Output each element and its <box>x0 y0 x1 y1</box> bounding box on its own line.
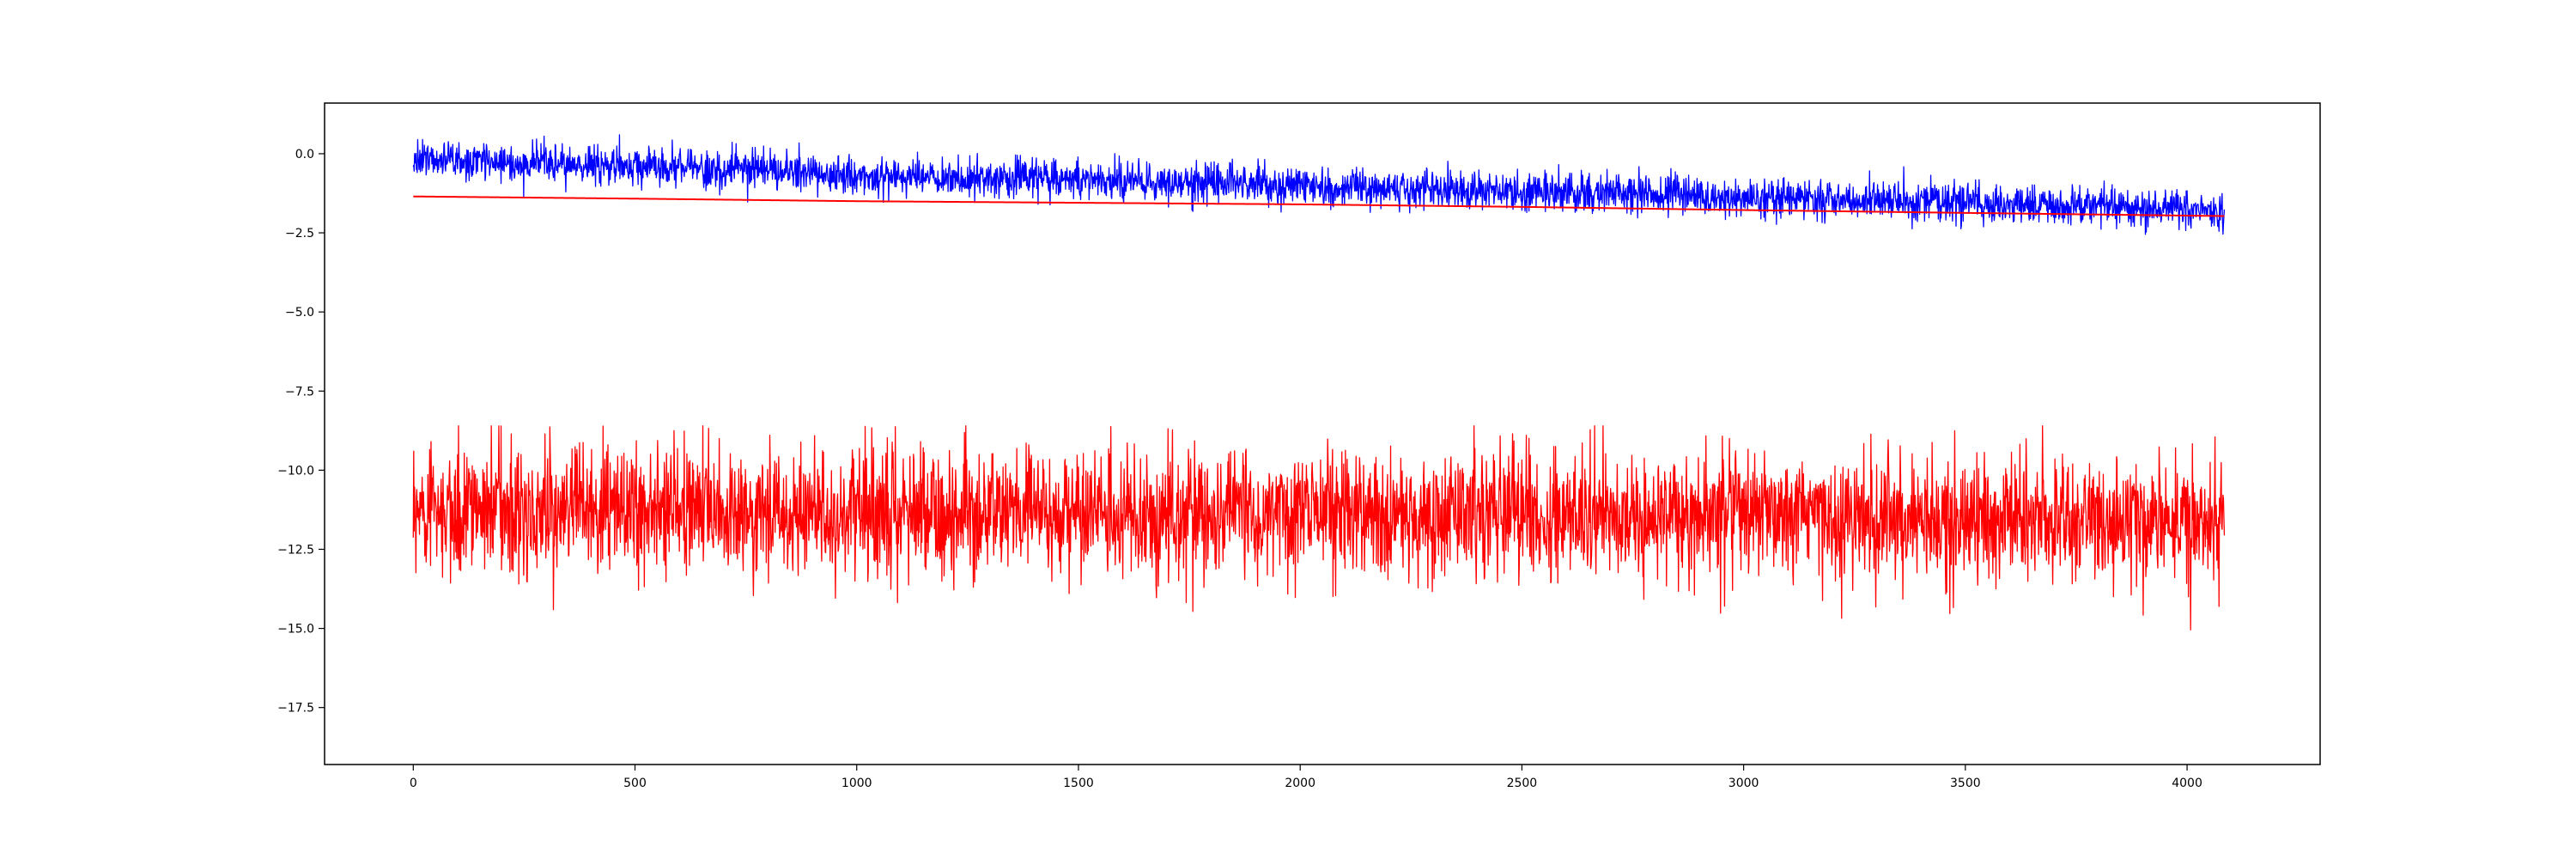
y-tick-label: −7.5 <box>285 385 314 399</box>
series-line-2 <box>412 195 2225 217</box>
y-tick-label: −2.5 <box>285 227 314 241</box>
x-axis: 0 500 1000 1500 2000 2500 3000 3500 4000 <box>410 765 2202 790</box>
series-layer <box>412 134 2226 631</box>
series-line-3 <box>412 425 2226 631</box>
x-tick-label: 1500 <box>1063 777 1094 790</box>
x-tick-label: 2500 <box>1507 777 1538 790</box>
plot-frame <box>324 102 2321 765</box>
y-tick-label: −12.5 <box>277 543 314 557</box>
y-axis: 0.0 −2.5 −5.0 −7.5 −10.0 −12.5 −15.0 −17.5 <box>277 148 325 716</box>
y-tick-label: −15.0 <box>277 623 314 637</box>
x-tick-label: 4000 <box>2172 777 2202 790</box>
x-tick-label: 1000 <box>841 777 872 790</box>
x-tick-label: 0 <box>410 777 417 790</box>
y-tick-label: −10.0 <box>277 464 314 478</box>
x-tick-label: 3500 <box>1950 777 1981 790</box>
series-line-1 <box>412 134 2226 235</box>
y-tick-label: −17.5 <box>277 702 314 716</box>
y-tick-label: 0.0 <box>295 148 314 161</box>
y-tick-label: −5.0 <box>285 306 314 320</box>
x-tick-label: 500 <box>623 777 647 790</box>
x-tick-label: 2000 <box>1285 777 1315 790</box>
x-tick-label: 3000 <box>1728 777 1759 790</box>
